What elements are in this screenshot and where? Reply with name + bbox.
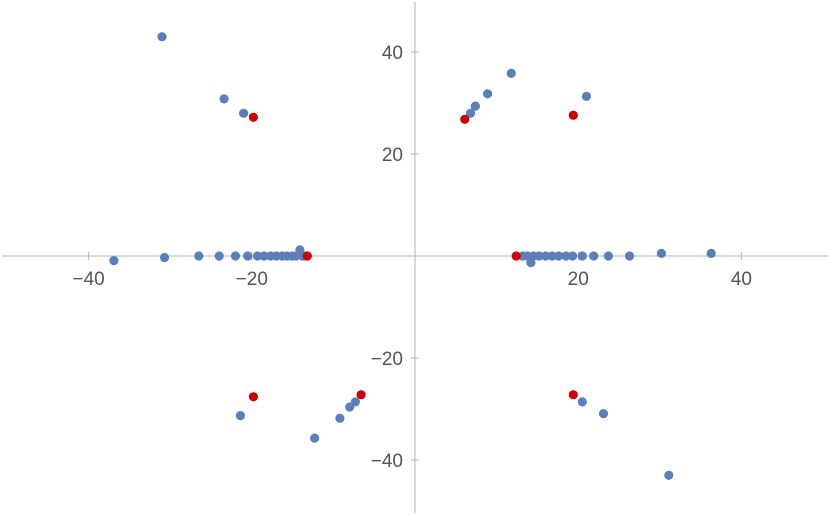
data-point xyxy=(159,252,170,263)
axis-ticks: −40 −20 20 40 40 20 −20 −40 xyxy=(72,43,751,472)
x-tick-label: −20 xyxy=(236,269,268,290)
data-point xyxy=(483,89,493,99)
data-point xyxy=(664,470,674,480)
data-point xyxy=(157,32,167,42)
x-tick-label: 40 xyxy=(731,269,752,290)
data-point xyxy=(470,101,480,111)
data-point xyxy=(243,251,253,261)
data-point xyxy=(239,108,249,118)
data-point xyxy=(310,433,320,443)
data-point xyxy=(506,68,516,78)
data-point xyxy=(589,251,599,261)
data-point xyxy=(581,91,592,101)
data-point xyxy=(465,108,476,118)
x-tick-label: 20 xyxy=(568,269,589,290)
data-point xyxy=(577,251,587,261)
data-point xyxy=(567,251,578,261)
data-points xyxy=(109,32,716,480)
data-point xyxy=(109,256,119,266)
data-point xyxy=(554,251,564,261)
y-tick-label: −40 xyxy=(371,451,403,472)
highlighted-data-point xyxy=(248,392,258,402)
highlighted-data-point xyxy=(356,390,366,400)
data-point xyxy=(252,251,263,261)
y-tick-label: 20 xyxy=(382,145,403,166)
data-point xyxy=(219,94,229,104)
highlighted-data-point xyxy=(568,110,578,120)
data-point xyxy=(534,251,544,261)
highlighted-data-point xyxy=(248,112,258,122)
data-point xyxy=(656,248,667,258)
data-point xyxy=(706,248,716,258)
data-point xyxy=(547,251,557,261)
data-point xyxy=(350,397,360,407)
data-point xyxy=(335,413,345,423)
highlighted-data-point xyxy=(302,251,312,261)
data-point xyxy=(625,251,635,261)
highlighted-data-point xyxy=(460,114,470,124)
data-point xyxy=(577,397,587,407)
highlighted-data-point xyxy=(568,390,578,400)
data-point xyxy=(194,251,204,261)
data-point xyxy=(603,251,614,261)
data-point xyxy=(259,251,269,261)
x-tick-label: −40 xyxy=(72,269,104,290)
y-tick-label: 40 xyxy=(382,43,403,64)
highlighted-data-point xyxy=(511,251,521,261)
data-point xyxy=(230,251,241,261)
data-point xyxy=(541,251,551,261)
data-point xyxy=(235,411,245,421)
data-point xyxy=(214,251,224,261)
data-point xyxy=(598,409,609,419)
y-tick-label: −20 xyxy=(371,349,403,370)
data-point xyxy=(561,251,571,261)
